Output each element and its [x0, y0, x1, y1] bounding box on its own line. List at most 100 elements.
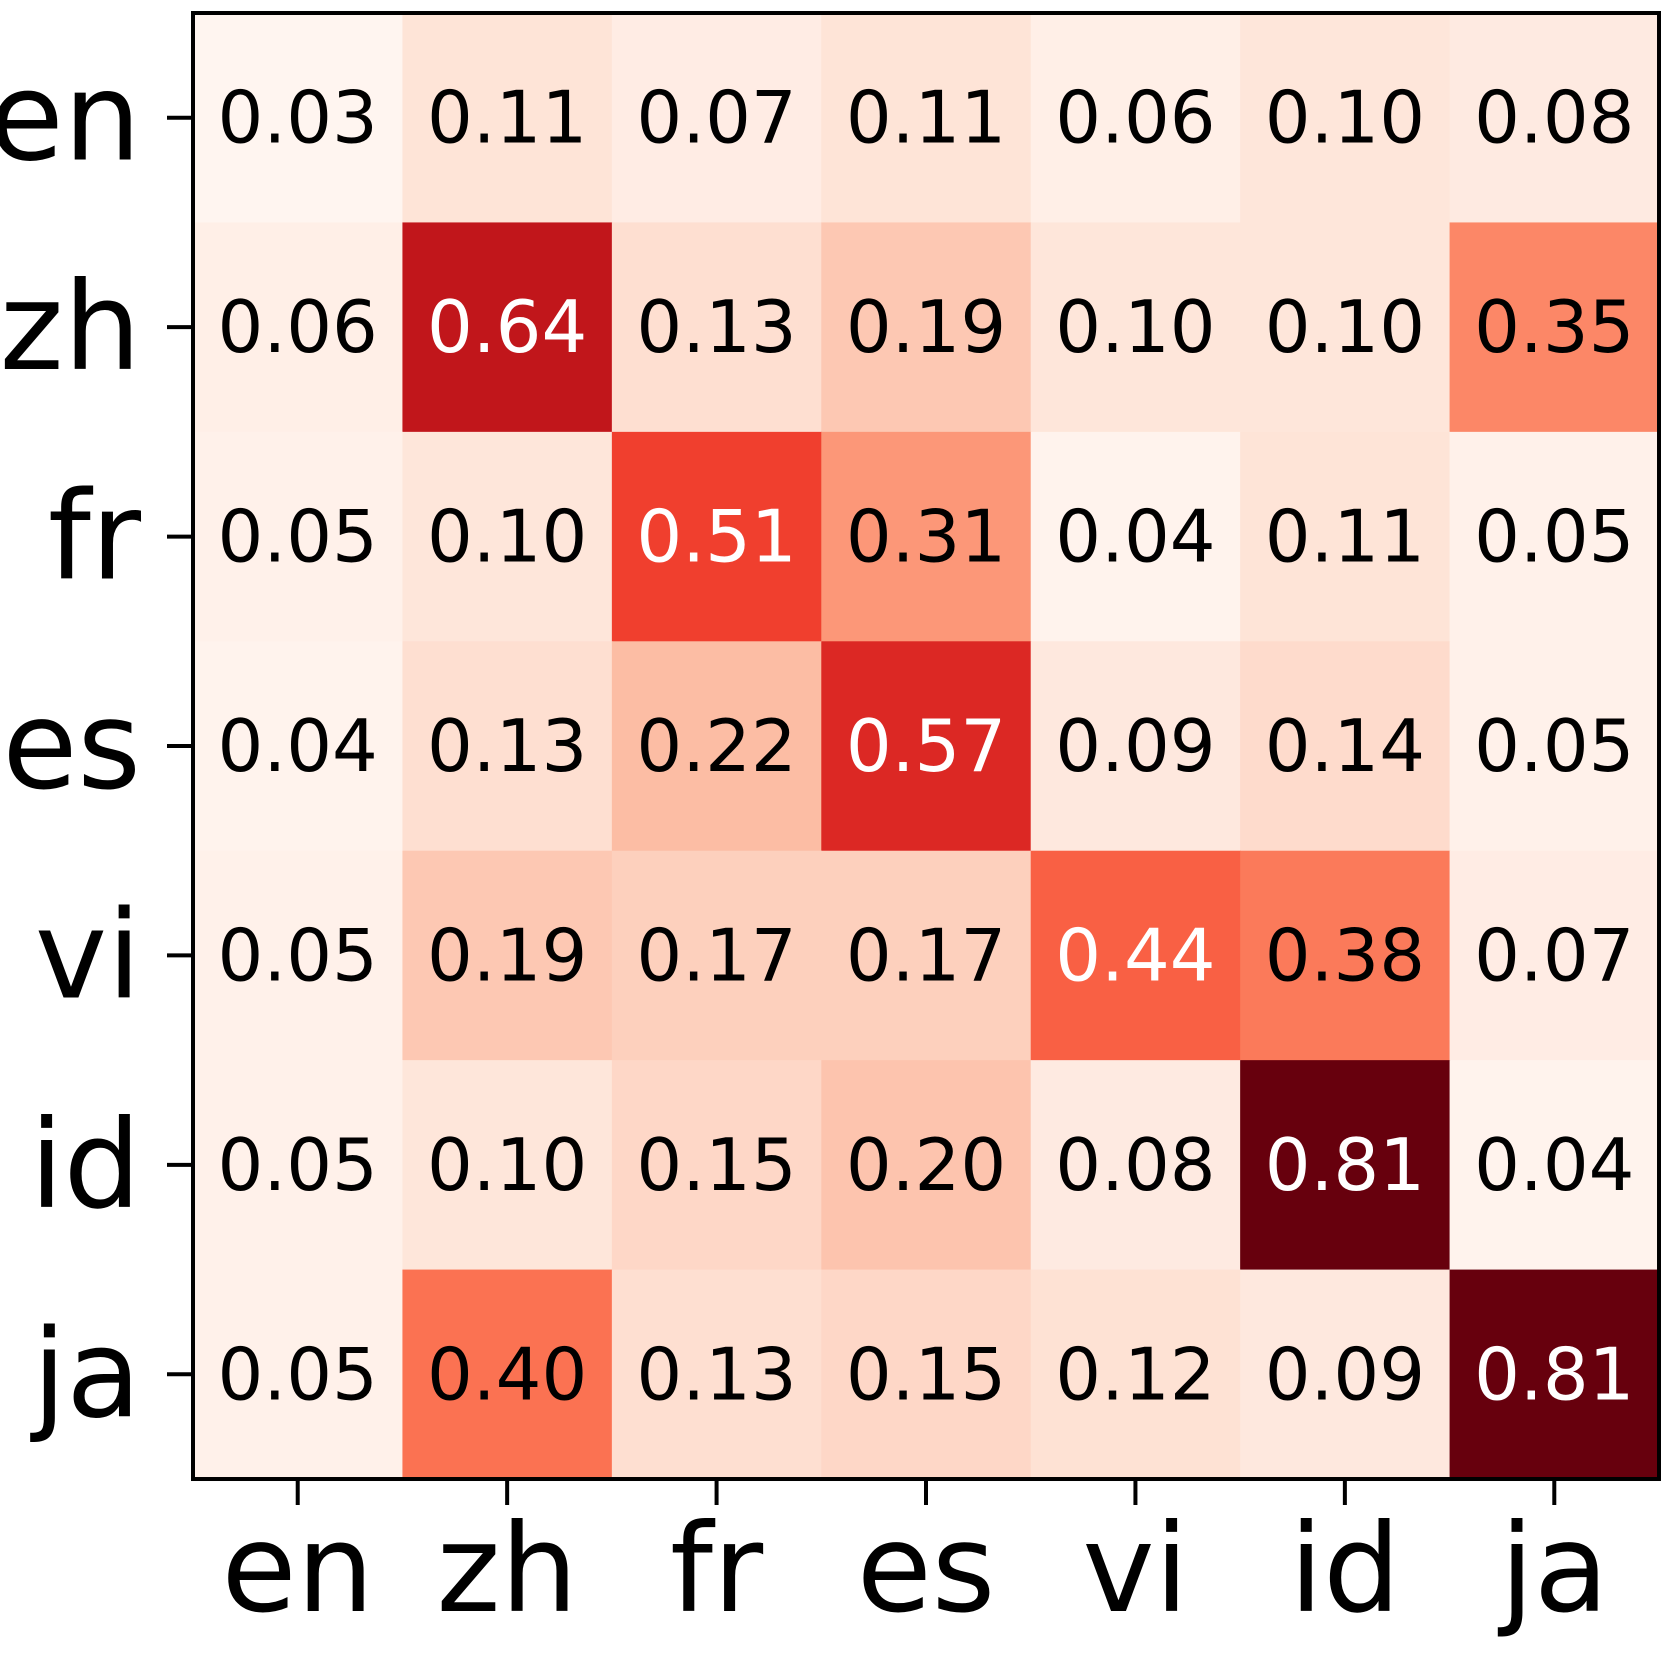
cell-value-en-fr: 0.07	[636, 76, 796, 160]
cell-value-vi-ja: 0.07	[1474, 913, 1634, 997]
heatmap-cell-fr-en	[193, 431, 404, 642]
cell-value-ja-vi: 0.12	[1055, 1332, 1215, 1416]
cell-value-id-ja: 0.04	[1474, 1123, 1634, 1207]
y-tick-label-id: id	[30, 1094, 141, 1236]
y-axis: en zh fr es vi id ja	[0, 47, 193, 1445]
heatmap-cell-en-es	[821, 13, 1032, 224]
cell-value-ja-id: 0.09	[1265, 1332, 1425, 1416]
x-tick-label-fr: fr	[670, 1498, 764, 1640]
y-tick-label-fr: fr	[48, 466, 142, 608]
heatmap-cell-fr-fr	[611, 431, 822, 642]
cell-value-ja-en: 0.05	[218, 1332, 378, 1416]
y-tick-label-zh: zh	[0, 256, 141, 398]
x-tick-label-es: es	[857, 1498, 996, 1640]
heatmap-cell-en-ja	[1449, 13, 1660, 224]
plot-frame	[191, 11, 1661, 1482]
heatmap-cell-zh-id	[1240, 222, 1451, 433]
cell-value-en-en: 0.03	[218, 76, 378, 160]
heatmap-cell-vi-fr	[611, 850, 822, 1061]
cell-value-vi-vi: 0.44	[1055, 913, 1215, 997]
cell-value-ja-zh: 0.40	[427, 1332, 587, 1416]
cell-value-zh-fr: 0.13	[636, 285, 796, 369]
heatmap-cell-zh-en	[193, 222, 404, 433]
y-tick-label-vi: vi	[35, 884, 141, 1026]
x-tick-label-vi: vi	[1082, 1498, 1188, 1640]
heatmap-cell-ja-fr	[611, 1269, 822, 1480]
cell-value-id-fr: 0.15	[636, 1123, 796, 1207]
cell-value-es-fr: 0.22	[636, 704, 796, 788]
heatmap-cell-en-zh	[402, 13, 613, 224]
heatmap-cell-es-ja	[1449, 641, 1660, 852]
cell-value-fr-en: 0.05	[218, 495, 378, 579]
heatmap-cell-en-id	[1240, 13, 1451, 224]
heatmap-cell-es-en	[193, 641, 404, 852]
cell-value-zh-zh: 0.64	[427, 285, 587, 369]
heatmap-cell-en-vi	[1030, 13, 1241, 224]
cell-value-fr-ja: 0.05	[1474, 495, 1634, 579]
heatmap-cell-vi-id	[1240, 850, 1451, 1061]
heatmap-cell-zh-vi	[1030, 222, 1241, 433]
heatmap-cell-id-en	[193, 1060, 404, 1271]
heatmap-cell-zh-es	[821, 222, 1032, 433]
heatmap-cell-ja-vi	[1030, 1269, 1241, 1480]
y-tick-label-en: en	[0, 47, 141, 189]
cell-value-zh-en: 0.06	[218, 285, 378, 369]
heatmap-cell-vi-es	[821, 850, 1032, 1061]
heatmap-cell-vi-zh	[402, 850, 613, 1061]
heatmap-cell-id-ja	[1449, 1060, 1660, 1271]
cell-value-fr-id: 0.11	[1265, 495, 1425, 579]
x-tick-label-ja: ja	[1497, 1498, 1609, 1640]
heatmap-cell-es-fr	[611, 641, 822, 852]
heatmap-cell-fr-zh	[402, 431, 613, 642]
y-tick-label-es: es	[2, 675, 141, 817]
cell-value-es-ja: 0.05	[1474, 704, 1634, 788]
heatmap-cell-es-es	[821, 641, 1032, 852]
cell-value-es-zh: 0.13	[427, 704, 587, 788]
cell-value-en-ja: 0.08	[1474, 76, 1634, 160]
heatmap-cell-ja-es	[821, 1269, 1032, 1480]
heatmap-cell-ja-en	[193, 1269, 404, 1480]
x-tick-label-en: en	[222, 1498, 374, 1640]
heatmap-cell-es-vi	[1030, 641, 1241, 852]
cell-value-zh-ja: 0.35	[1474, 285, 1634, 369]
heatmap-cell-ja-zh	[402, 1269, 613, 1480]
heatmap-cell-fr-ja	[1449, 431, 1660, 642]
x-axis: en zh fr es vi id ja	[222, 1479, 1609, 1640]
cell-value-fr-vi: 0.04	[1055, 495, 1215, 579]
x-tick-label-zh: zh	[436, 1498, 577, 1640]
heatmap-cell-en-fr	[611, 13, 822, 224]
heatmap-cell-ja-id	[1240, 1269, 1451, 1480]
cell-value-es-en: 0.04	[218, 704, 378, 788]
heatmap-cell-fr-es	[821, 431, 1032, 642]
cell-values: 0.03 0.11 0.07 0.11 0.06 0.10 0.08 0.06 0.64 0.13…	[218, 76, 1635, 1417]
heatmap-cell-id-id	[1240, 1060, 1451, 1271]
cell-value-id-en: 0.05	[218, 1123, 378, 1207]
cell-value-ja-fr: 0.13	[636, 1332, 796, 1416]
heatmap-cell-id-zh	[402, 1060, 613, 1271]
heatmap-cell-fr-vi	[1030, 431, 1241, 642]
cell-value-zh-id: 0.10	[1265, 285, 1425, 369]
cell-value-fr-es: 0.31	[846, 495, 1006, 579]
cell-value-vi-zh: 0.19	[427, 913, 587, 997]
cell-value-vi-en: 0.05	[218, 913, 378, 997]
heatmap-cell-es-zh	[402, 641, 613, 852]
cell-value-fr-fr: 0.51	[636, 495, 796, 579]
heatmap-cell-fr-id	[1240, 431, 1451, 642]
heatmap-cell-en-en	[193, 13, 404, 224]
cell-value-zh-es: 0.19	[846, 285, 1006, 369]
heatmap-cell-id-fr	[611, 1060, 822, 1271]
cell-value-es-vi: 0.09	[1055, 704, 1215, 788]
cell-value-id-id: 0.81	[1265, 1123, 1425, 1207]
cell-value-es-es: 0.57	[846, 704, 1006, 788]
cell-value-fr-zh: 0.10	[427, 495, 587, 579]
cell-value-en-zh: 0.11	[427, 76, 587, 160]
y-tick-label-ja: ja	[29, 1303, 141, 1445]
x-tick-label-id: id	[1289, 1498, 1400, 1640]
heatmap-cell-zh-fr	[611, 222, 822, 433]
heatmap-cell-id-es	[821, 1060, 1032, 1271]
cell-value-id-vi: 0.08	[1055, 1123, 1215, 1207]
cell-value-vi-fr: 0.17	[636, 913, 796, 997]
heatmap-cell-vi-ja	[1449, 850, 1660, 1061]
heatmap-cell-zh-zh	[402, 222, 613, 433]
